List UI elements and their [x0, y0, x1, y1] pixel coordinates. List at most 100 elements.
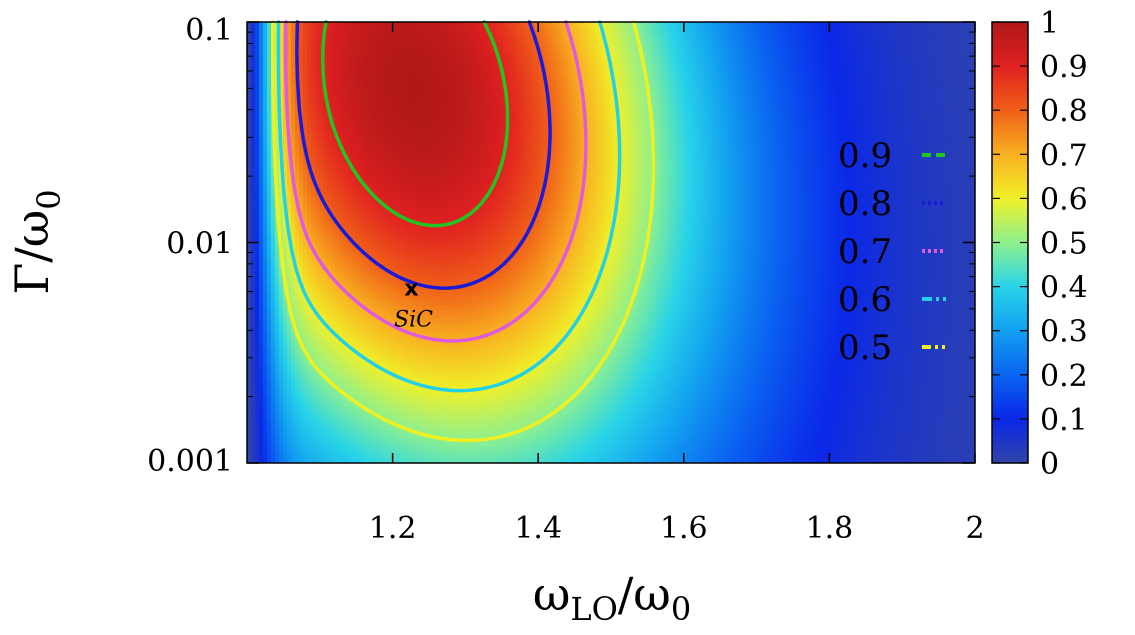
heatmap-cell-3207 — [699, 90, 704, 95]
heatmap-cell-2666 — [719, 78, 724, 83]
heatmap-cell-2915 — [259, 86, 264, 91]
heatmap-cell-2476 — [687, 74, 692, 79]
heatmap-cell-4175 — [931, 110, 936, 115]
heatmap-cell-4525 — [875, 118, 880, 123]
heatmap-cell-2627 — [563, 78, 568, 83]
heatmap-cell-3777 — [795, 102, 800, 107]
heatmap-cell-1344 — [527, 50, 532, 55]
heatmap-cell-2592 — [423, 78, 428, 83]
heatmap-cell-2211 — [355, 70, 360, 75]
heatmap-cell-1447 — [939, 50, 944, 55]
heatmap-cell-627 — [571, 34, 576, 39]
heatmap-cell-3917 — [627, 106, 632, 111]
heatmap-cell-1120 — [359, 46, 364, 51]
heatmap-cell-4273 — [595, 114, 600, 119]
heatmap-cell-749 — [331, 38, 336, 43]
heatmap-cell-4758 — [351, 126, 356, 131]
heatmap-cell-4319 — [779, 114, 784, 119]
heatmap-cell-2824 — [623, 82, 628, 87]
heatmap-cell-2828 — [639, 82, 644, 87]
heatmap-cell-2999 — [595, 86, 600, 91]
heatmap-cell-2129 — [755, 66, 760, 71]
heatmap-cell-3754 — [703, 102, 708, 107]
heatmap-cell-3575 — [715, 98, 720, 103]
heatmap-cell-564 — [319, 34, 324, 39]
heatmap-cell-4864 — [775, 126, 780, 131]
heatmap-cell-2278 — [623, 70, 628, 75]
heatmap-cell-579 — [379, 34, 384, 39]
heatmap-cell-16 — [311, 22, 316, 27]
heatmap-cell-2231 — [435, 70, 440, 75]
heatmap-cell-2985 — [539, 86, 544, 91]
heatmap-cell-3670 — [367, 102, 372, 107]
heatmap-cell-3595 — [795, 98, 800, 103]
heatmap-cell-3390 — [703, 94, 708, 99]
heatmap-cell-1989 — [923, 62, 928, 67]
heatmap-cell-665 — [723, 34, 728, 39]
heatmap-cell-1045 — [787, 42, 792, 47]
heatmap-cell-2904 — [943, 82, 948, 87]
heatmap-cell-3104 — [287, 90, 292, 95]
heatmap-cell-1165 — [539, 46, 544, 51]
heatmap-cell-1067 — [875, 42, 880, 47]
heatmap-cell-3461 — [259, 98, 264, 103]
heatmap-cell-4337 — [851, 114, 856, 119]
heatmap-cell-4349 — [899, 114, 904, 119]
heatmap-cell-4615 — [507, 122, 512, 127]
heatmap-cell-4704 — [863, 122, 868, 127]
heatmap-cell-2029 — [355, 66, 360, 71]
heatmap-cell-1371 — [635, 50, 640, 55]
heatmap-cell-2260 — [551, 70, 556, 75]
heatmap-cell-3430 — [863, 94, 868, 99]
heatmap-cell-2762 — [375, 82, 380, 87]
heatmap-cell-1563 — [675, 54, 680, 59]
heatmap-cell-4204 — [319, 114, 324, 119]
heatmap-cell-1969 — [843, 62, 848, 67]
heatmap-cell-960 — [447, 42, 452, 47]
heatmap-cell-1358 — [583, 50, 588, 55]
heatmap-cell-147 — [835, 22, 840, 27]
heatmap-cell-733 — [267, 38, 272, 43]
heatmap-cell-2324 — [807, 70, 812, 75]
heatmap-cell-1971 — [851, 62, 856, 67]
heatmap-cell-2446 — [567, 74, 572, 79]
heatmap-cell-3234 — [807, 90, 812, 95]
heatmap-cell-184 — [255, 26, 260, 31]
heatmap-cell-391 — [355, 30, 360, 35]
heatmap-cell-4191 — [267, 114, 272, 119]
heatmap-cell-4267 — [571, 114, 576, 119]
heatmap-cell-828 — [647, 38, 652, 43]
heatmap-cell-4281 — [627, 114, 632, 119]
heatmap-cell-2346 — [895, 70, 900, 75]
heatmap-cell-1683 — [427, 58, 432, 63]
heatmap-cell-3784 — [823, 102, 828, 107]
heatmap-cell-4461 — [619, 118, 624, 123]
heatmap-cell-1899 — [563, 62, 568, 67]
heatmap-cell-523 — [883, 30, 888, 35]
heatmap-cell-1495 — [403, 54, 408, 59]
heatmap-cell-524 — [887, 30, 892, 35]
heatmap-cell-3187 — [619, 90, 624, 95]
heatmap-cell-4855 — [739, 126, 744, 131]
heatmap-cell-2159 — [875, 66, 880, 71]
heatmap-cell-3183 — [603, 90, 608, 95]
heatmap-cell-2168 — [911, 66, 916, 71]
heatmap-cell-3815 — [947, 102, 952, 107]
heatmap-cell-4982 — [519, 130, 524, 135]
heatmap-cell-4434 — [511, 118, 516, 123]
heatmap-cell-3838 — [311, 106, 316, 111]
heatmap-cell-3007 — [627, 86, 632, 91]
heatmap-cell-4803 — [531, 126, 536, 131]
heatmap-cell-1124 — [375, 46, 380, 51]
heatmap-cell-3576 — [719, 98, 724, 103]
heatmap-cell-2018 — [311, 66, 316, 71]
heatmap-cell-140 — [807, 22, 812, 27]
heatmap-cell-1532 — [551, 54, 556, 59]
heatmap-cell-1655 — [315, 58, 320, 63]
heatmap-cell-3787 — [835, 102, 840, 107]
heatmap-cell-3157 — [499, 90, 504, 95]
heatmap-cell-1464 — [279, 54, 284, 59]
heatmap-cell-1948 — [759, 62, 764, 67]
heatmap-cell-1196 — [663, 46, 668, 51]
heatmap-cell-3909 — [595, 106, 600, 111]
